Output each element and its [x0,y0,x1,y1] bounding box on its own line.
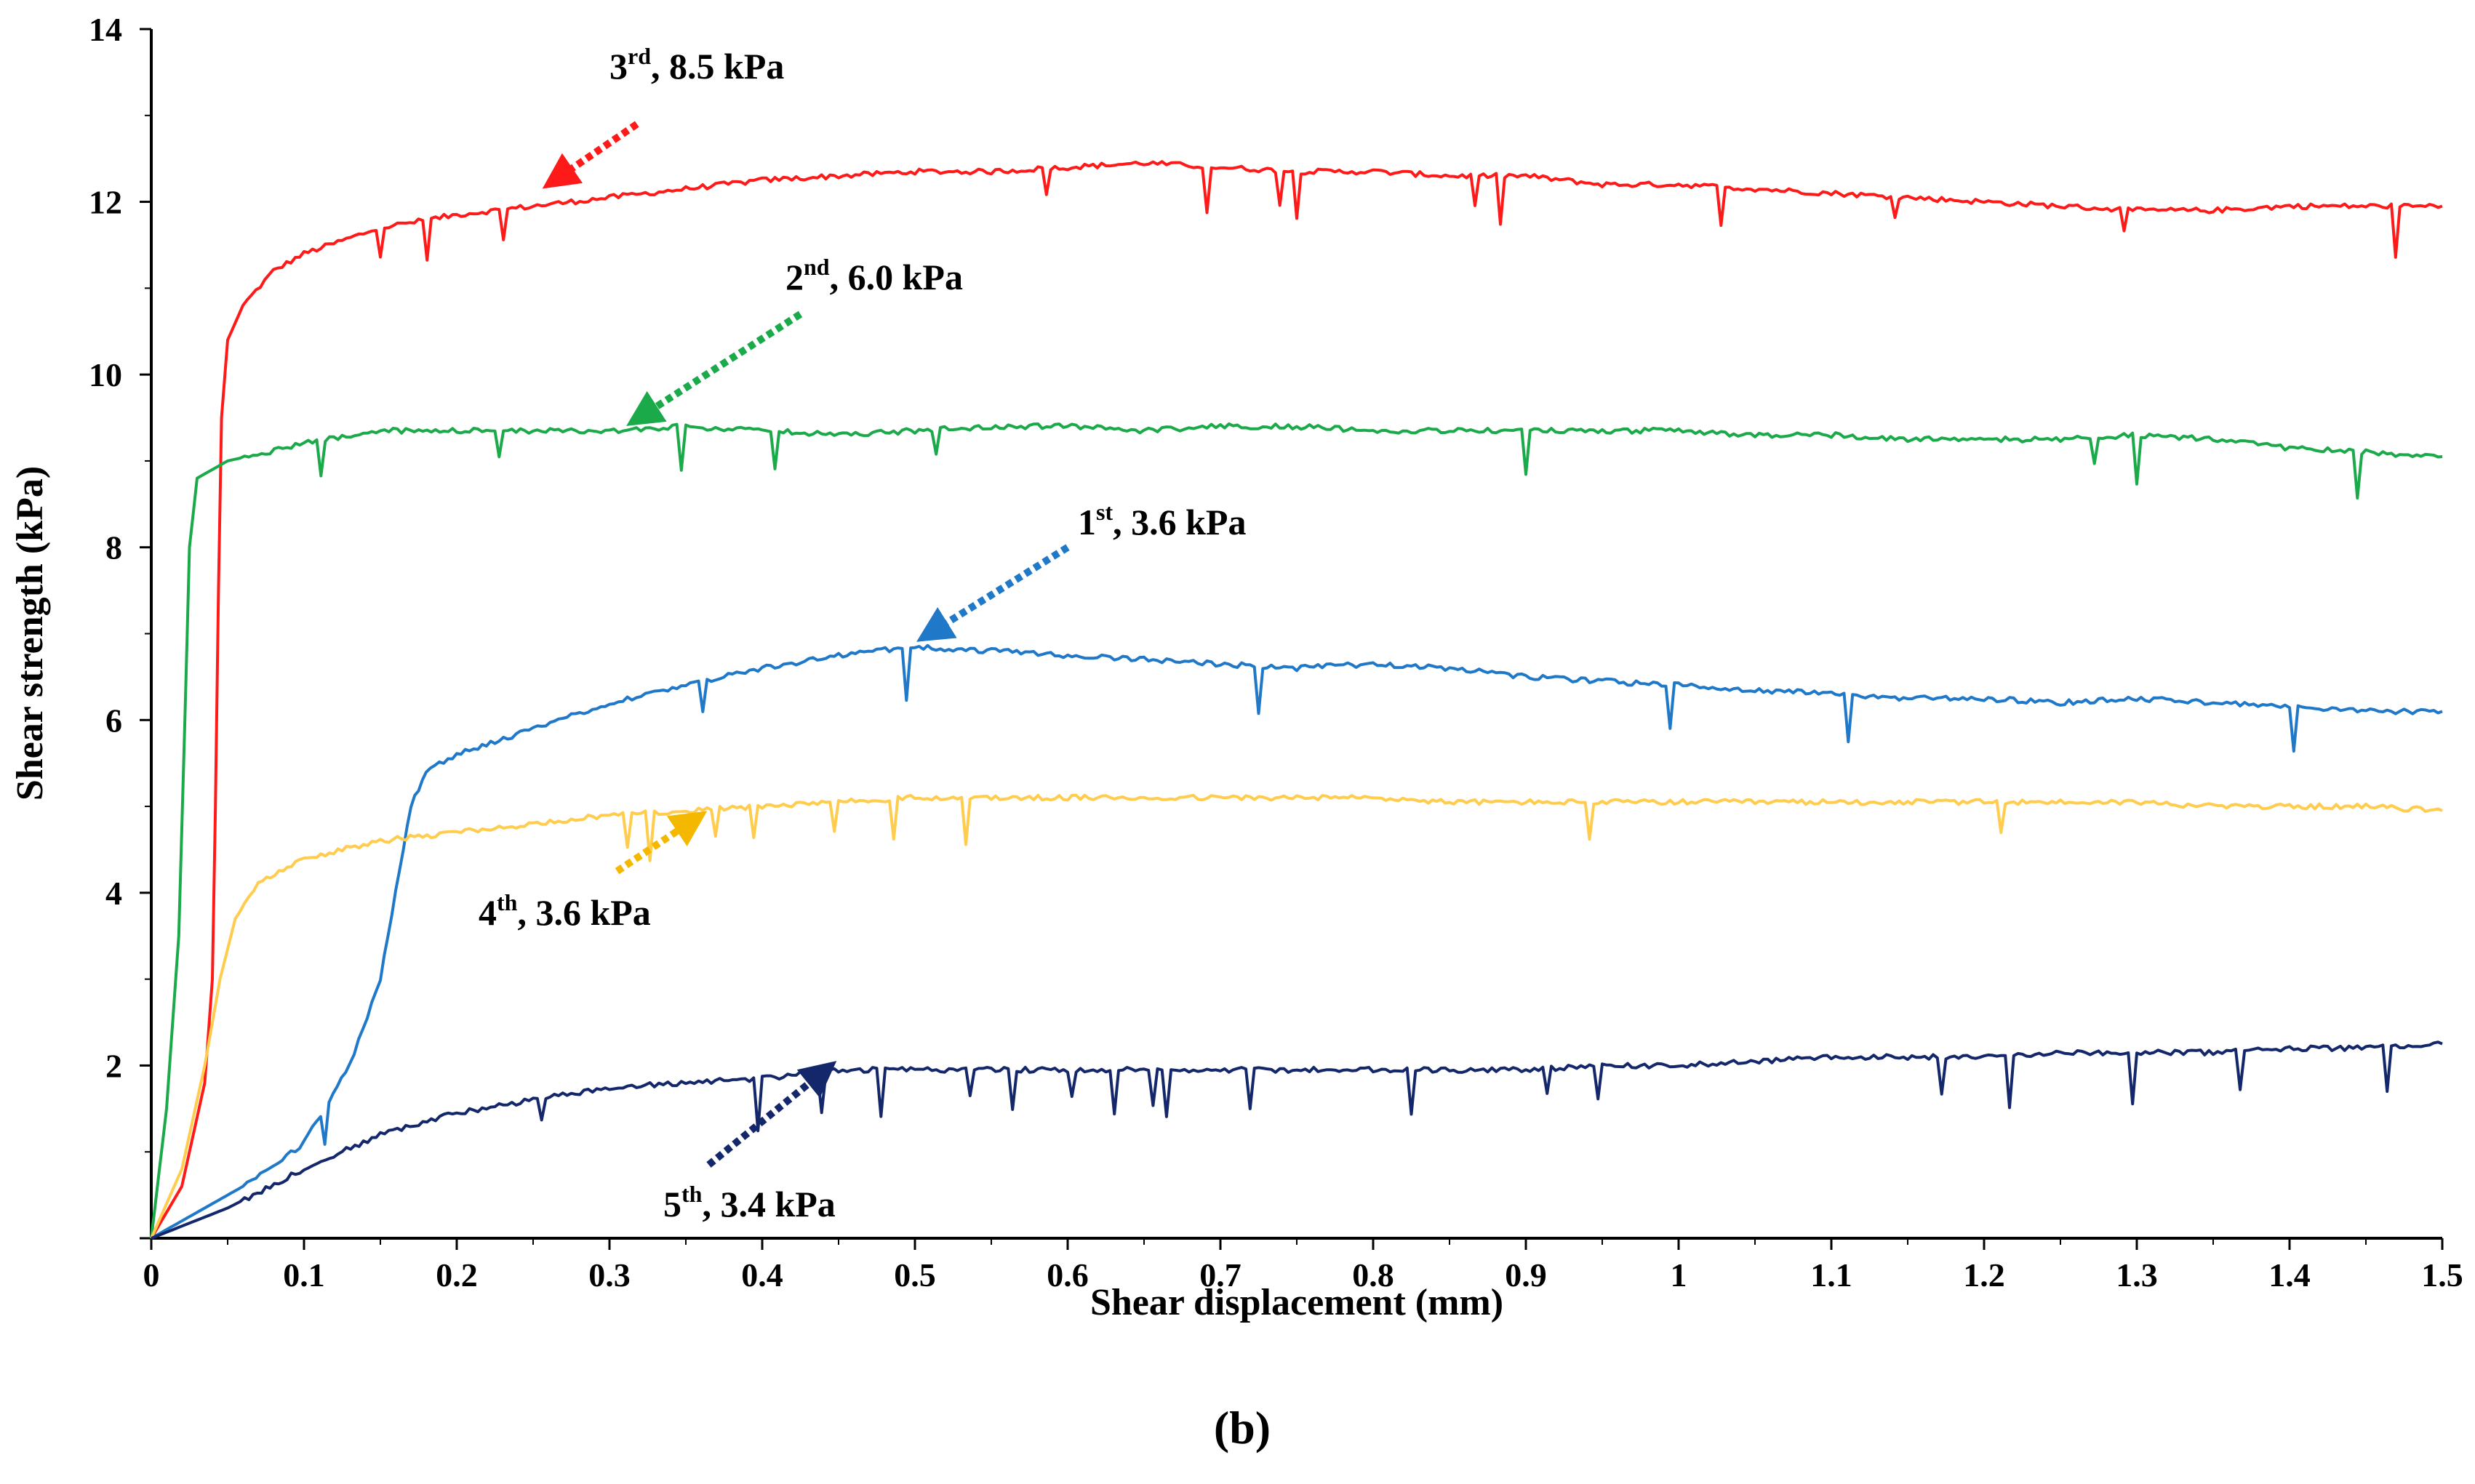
annotation-label: 2nd, 6.0 kPa [785,254,963,297]
x-tick-label: 1.3 [2116,1256,2158,1294]
x-tick-label: 1.2 [1963,1256,2005,1294]
series-line-4 [150,793,2443,1239]
annotation-label: 1st, 3.6 kPa [1078,499,1246,542]
x-tick-label: 0.4 [741,1256,783,1294]
series-line-2 [150,422,2443,1239]
series-line-5 [151,1040,2443,1240]
y-tick-label: 4 [105,875,122,912]
x-tick-label: 0.1 [283,1256,325,1294]
y-tick-label: 6 [105,702,122,739]
annotation-arrow [542,121,639,189]
y-tick-label: 14 [89,11,122,48]
annotation-arrow [916,544,1070,642]
annotation-arrow [706,1061,837,1168]
annotation-layer: 3rd, 8.5 kPa 2nd, 6.0 kPa 1st, 3.6 kPa 4th,… [479,43,1246,1224]
x-tick-label: 0.9 [1505,1256,1547,1294]
x-tick-label: 1.4 [2268,1256,2311,1294]
x-axis-ticks: 0 0.1 0.2 0.3 0.4 0.5 0.6 0.7 0.8 0.9 1 1.1 1.2 1.3 1.… [143,1238,2463,1294]
x-axis-title: Shear displacement (mm) [1090,1282,1503,1323]
annotation-label: 4th, 3.6 kPa [479,889,651,933]
x-tick-label: 0.6 [1047,1256,1089,1294]
x-tick-label: 0.3 [588,1256,631,1294]
y-tick-label: 12 [89,184,122,221]
x-tick-label: 1.5 [2421,1256,2463,1294]
annotation-label: 5th, 3.4 kPa [663,1181,836,1224]
series-layer [150,160,2443,1240]
x-tick-label: 0 [143,1256,160,1294]
x-tick-label: 0.8 [1352,1256,1394,1294]
x-tick-label: 1.1 [1810,1256,1852,1294]
y-tick-label: 2 [105,1047,122,1084]
x-tick-label: 1 [1671,1256,1687,1294]
y-tick-label: 8 [105,529,122,566]
y-axis-title: Shear strength (kPa) [9,466,51,801]
x-tick-label: 0.2 [436,1256,478,1294]
series-line-3 [151,643,2443,1240]
x-tick-label: 0.7 [1199,1256,1242,1294]
y-tick-label: 10 [89,356,122,393]
x-tick-label: 0.5 [894,1256,936,1294]
series-line-1 [150,160,2443,1240]
annotation-arrow [615,811,708,875]
figure-caption: (b) [1214,1402,1271,1453]
annotation-arrow [626,310,803,426]
y-axis-ticks: 2 4 6 8 10 12 14 [89,11,151,1240]
annotation-label: 3rd, 8.5 kPa [609,43,784,87]
